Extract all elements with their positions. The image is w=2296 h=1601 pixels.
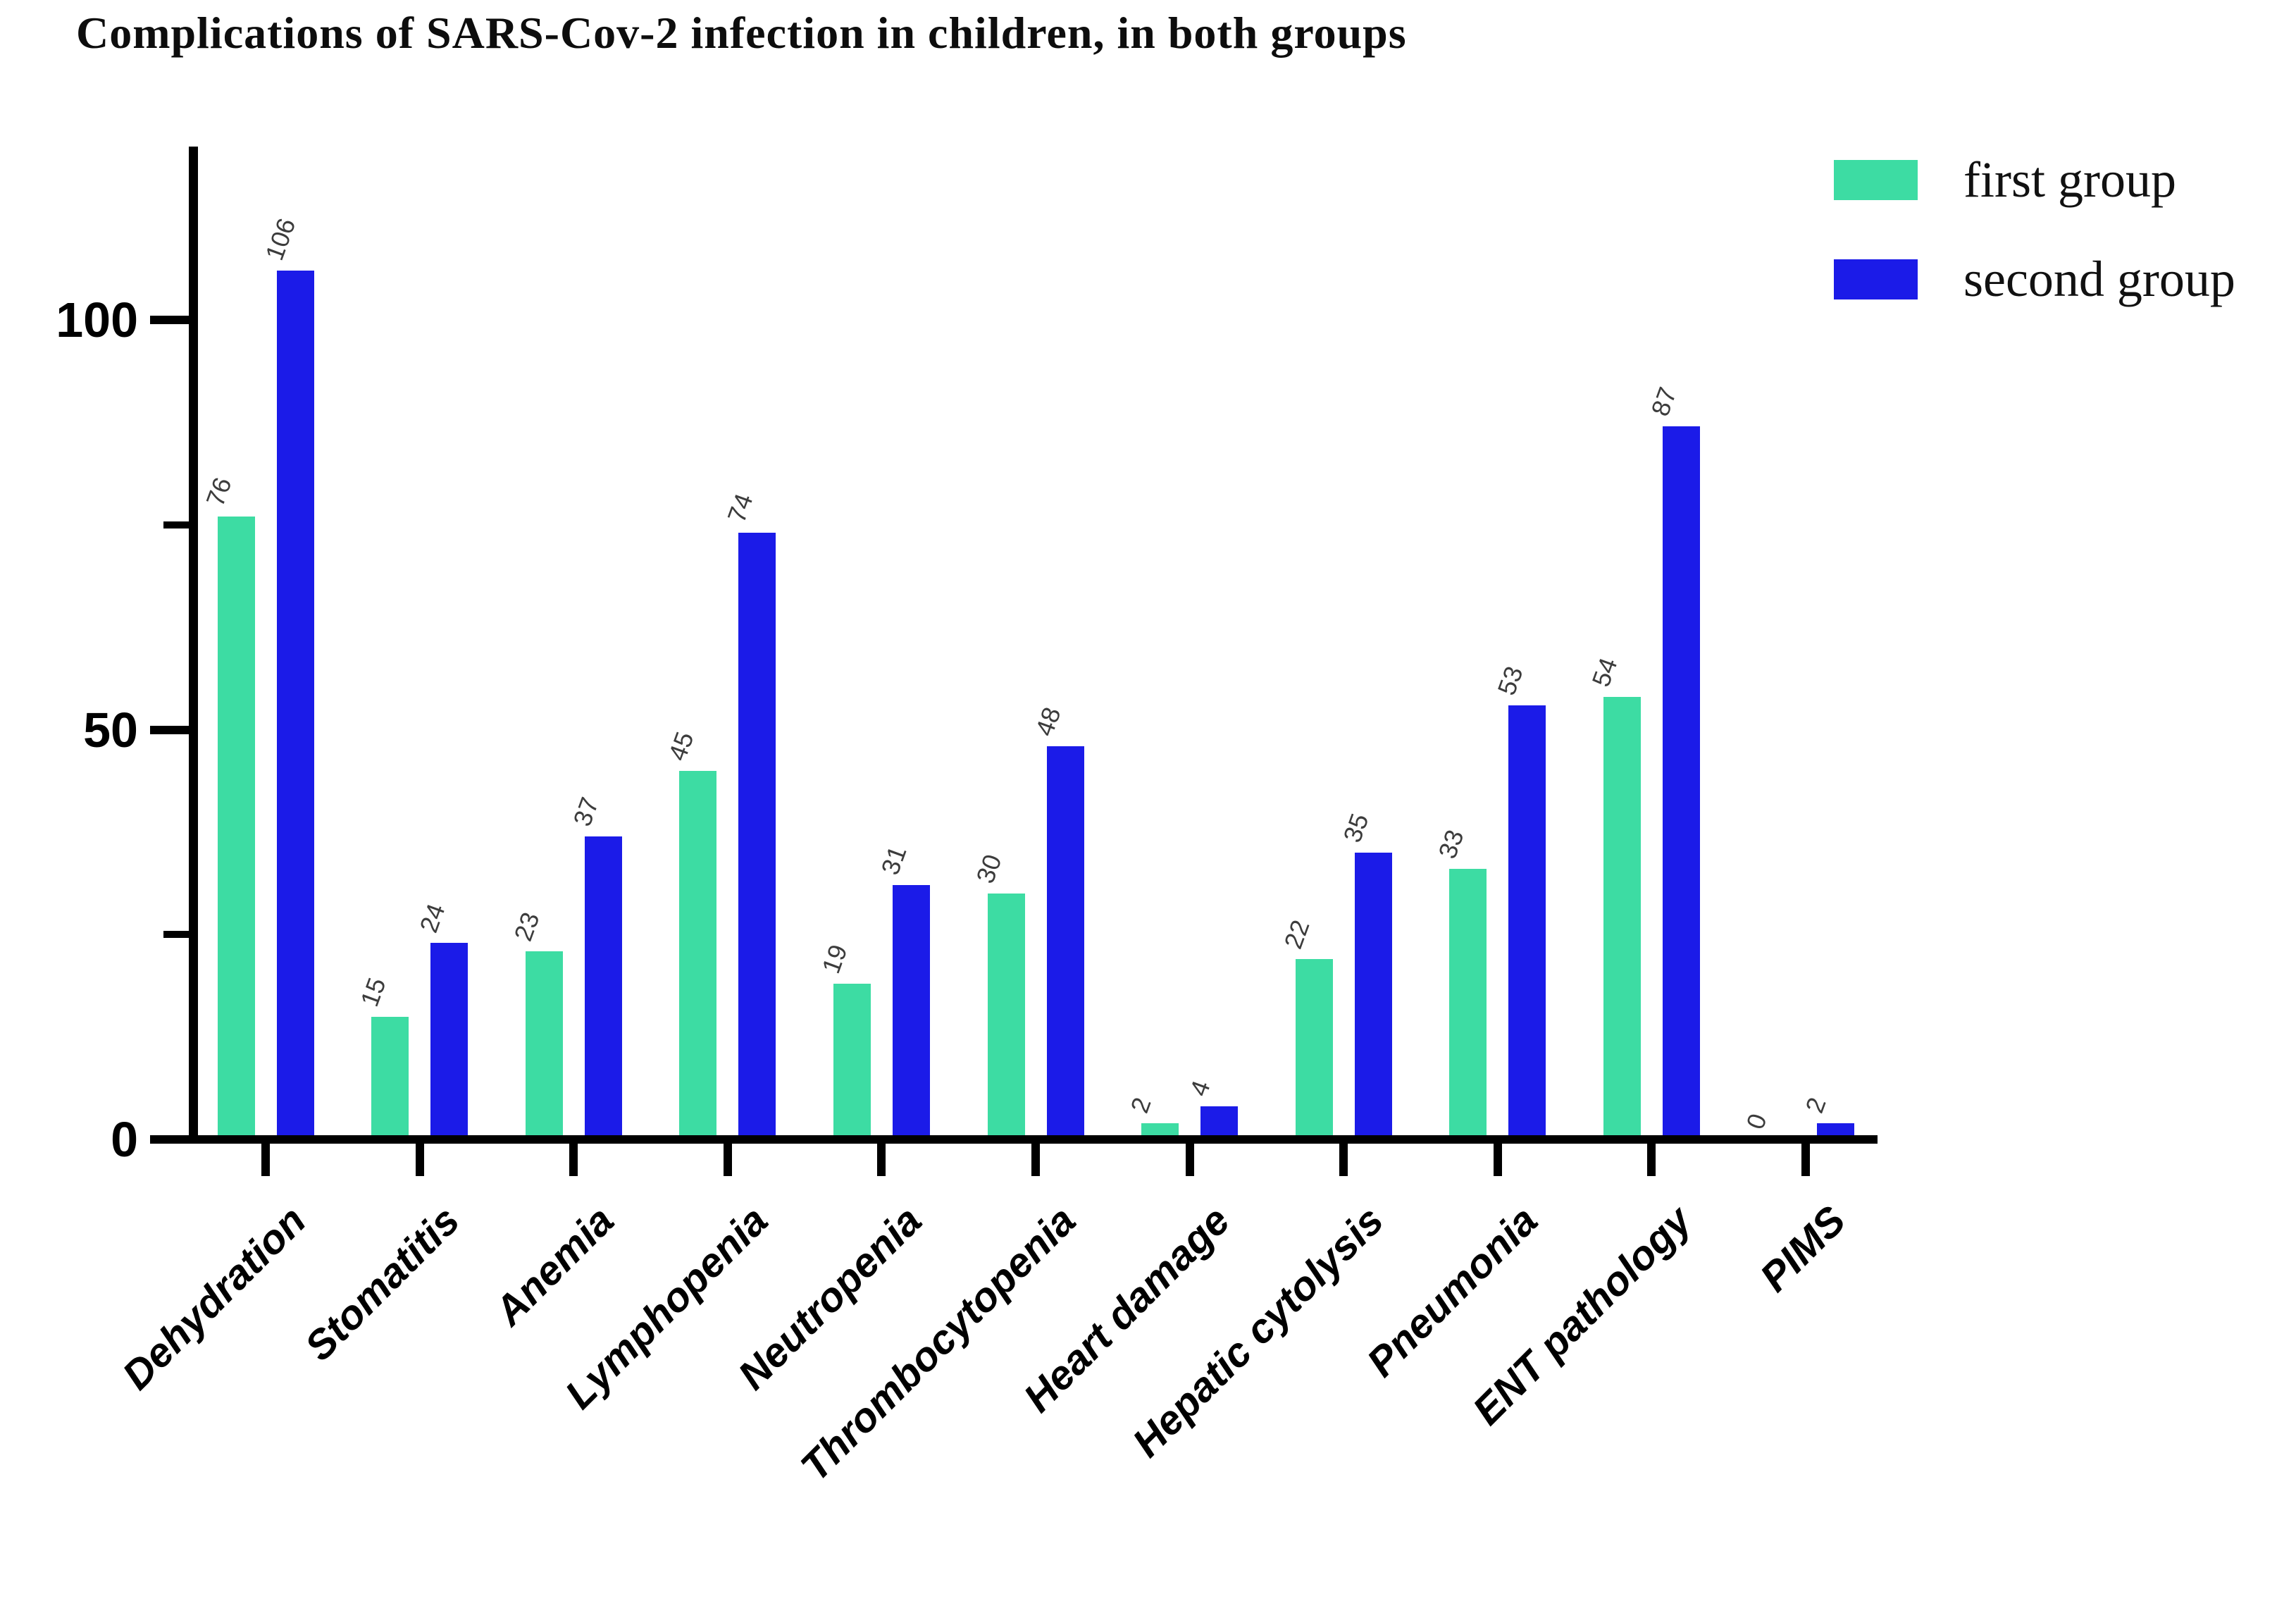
y-major-tick xyxy=(150,725,189,734)
x-axis-line xyxy=(189,1135,1878,1144)
bar-first-group-pneumonia xyxy=(1449,869,1487,1135)
bar-second-group-pims xyxy=(1816,1123,1854,1135)
x-category-label-stomatitis: Stomatitis xyxy=(296,1197,468,1370)
bar-value-label: 48 xyxy=(1029,703,1067,740)
x-category-label-anemia: Anemia xyxy=(485,1197,623,1335)
bar-second-group-pneumonia xyxy=(1508,705,1546,1135)
chart-title: Complications of SARS-Cov-2 infection in… xyxy=(76,8,1407,58)
bar-value-label: 106 xyxy=(259,214,302,264)
bar-first-group-lymphopenia xyxy=(679,770,717,1135)
x-tick xyxy=(415,1144,424,1176)
bar-value-label: 23 xyxy=(508,908,545,945)
bar-first-group-anemia xyxy=(525,951,563,1135)
bar-value-label: 53 xyxy=(1491,662,1529,699)
x-category-label-pims: PIMS xyxy=(1751,1197,1855,1301)
x-category-label-dehydration: Dehydration xyxy=(113,1197,315,1399)
bar-second-group-hepatic-cytolysis xyxy=(1354,852,1392,1135)
x-tick xyxy=(261,1144,270,1176)
bar-first-group-stomatitis xyxy=(371,1016,409,1135)
x-category-label-thrombocytopenia: Thrombocytopenia xyxy=(792,1197,1085,1490)
legend-row-first-group: first group xyxy=(1834,148,2235,211)
bar-value-label: 74 xyxy=(721,490,759,527)
bar-value-label: 35 xyxy=(1337,809,1375,846)
y-tick-label: 0 xyxy=(111,1112,138,1167)
x-tick xyxy=(1493,1144,1502,1176)
legend: first group second group xyxy=(1834,148,2235,347)
bar-value-label: 15 xyxy=(354,973,392,1010)
y-minor-tick xyxy=(163,931,189,939)
bar-value-label: 24 xyxy=(413,899,451,937)
y-axis-line xyxy=(189,147,198,1144)
y-major-tick xyxy=(150,1135,189,1144)
x-tick xyxy=(1647,1144,1656,1176)
bar-value-label: 30 xyxy=(970,851,1007,887)
bar-second-group-neutropenia xyxy=(892,885,930,1135)
bar-value-label: 54 xyxy=(1586,653,1623,691)
bar-first-group-heart-damage xyxy=(1141,1123,1179,1135)
bar-second-group-anemia xyxy=(584,836,622,1135)
bar-second-group-heart-damage xyxy=(1200,1106,1239,1135)
y-tick-label: 100 xyxy=(56,292,138,347)
legend-label-second-group: second group xyxy=(1963,251,2235,307)
bar-value-label: 22 xyxy=(1278,916,1315,953)
y-major-tick xyxy=(150,316,189,324)
bar-value-label: 19 xyxy=(816,941,853,977)
x-tick xyxy=(1031,1144,1040,1176)
legend-row-second-group: second group xyxy=(1834,247,2235,311)
bar-value-label: 4 xyxy=(1183,1077,1216,1101)
legend-swatch-second-group xyxy=(1834,259,1918,299)
x-tick xyxy=(1185,1144,1194,1176)
bar-value-label: 2 xyxy=(1799,1093,1832,1117)
bar-first-group-dehydration xyxy=(217,517,255,1135)
legend-label-first-group: first group xyxy=(1963,152,2176,208)
bar-first-group-ent-pathology xyxy=(1603,696,1641,1135)
x-tick xyxy=(877,1144,886,1176)
bar-value-label: 31 xyxy=(875,842,912,879)
bar-value-label: 33 xyxy=(1432,826,1470,863)
bar-value-label: 0 xyxy=(1740,1109,1773,1133)
legend-swatch-first-group xyxy=(1834,159,1918,200)
bar-first-group-thrombocytopenia xyxy=(987,894,1025,1135)
x-tick xyxy=(569,1144,578,1176)
bar-value-label: 2 xyxy=(1124,1093,1157,1117)
bar-second-group-dehydration xyxy=(276,271,314,1135)
bar-second-group-thrombocytopenia xyxy=(1046,746,1084,1135)
x-tick xyxy=(1801,1144,1810,1176)
bar-value-label: 76 xyxy=(200,474,237,510)
bar-first-group-hepatic-cytolysis xyxy=(1295,959,1333,1135)
y-minor-tick xyxy=(163,521,189,528)
bar-first-group-neutropenia xyxy=(833,984,871,1135)
y-tick-label: 50 xyxy=(83,702,138,758)
bar-value-label: 45 xyxy=(662,727,700,765)
bar-value-label: 37 xyxy=(567,793,604,830)
bar-second-group-stomatitis xyxy=(430,942,468,1135)
x-tick xyxy=(1339,1144,1348,1176)
bar-second-group-ent-pathology xyxy=(1662,426,1700,1135)
bar-second-group-lymphopenia xyxy=(738,533,776,1135)
x-tick xyxy=(723,1144,732,1176)
bar-value-label: 87 xyxy=(1645,383,1682,420)
